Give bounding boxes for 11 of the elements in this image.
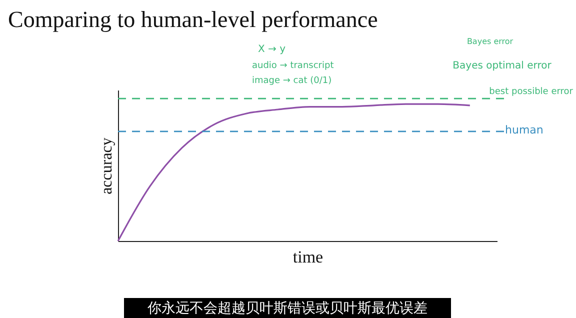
text: image → cat (0/1) <box>252 76 332 86</box>
chart-title: Comparing to human-level performance <box>8 7 378 32</box>
y-axis-title: accuracy <box>98 138 116 194</box>
ref-line-label: Bayes optimal error <box>452 60 552 72</box>
text: audio → transcript <box>252 61 334 71</box>
ref-line-label: human <box>505 123 544 136</box>
x-axis-title: time <box>292 248 324 266</box>
text: 你永远不会超越贝叶斯错误或贝叶斯最优误差 <box>146 300 428 316</box>
text: best possible error <box>489 87 574 97</box>
text: Bayes error <box>466 37 514 46</box>
text: X → y <box>258 44 286 55</box>
